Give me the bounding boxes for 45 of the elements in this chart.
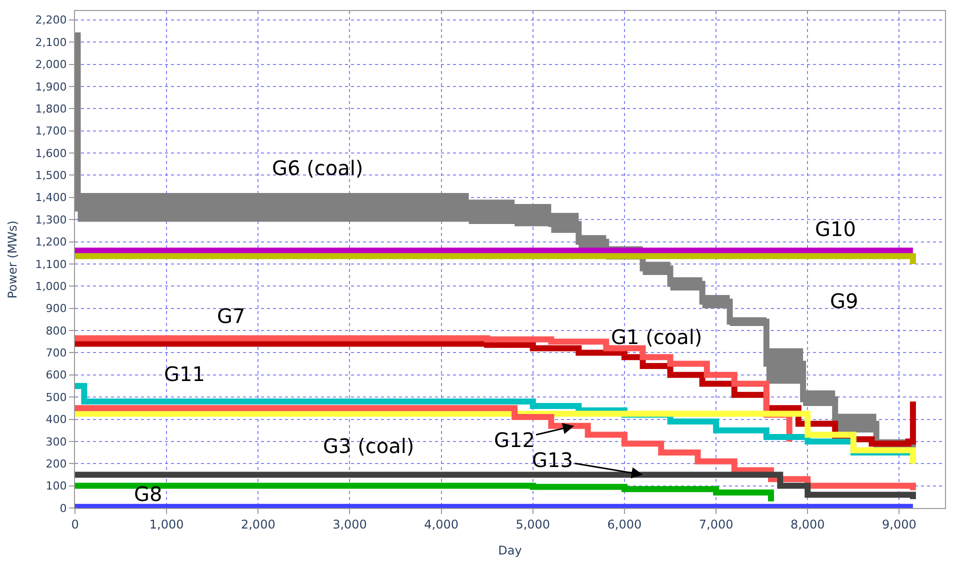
y-tick-label: 1,200 — [35, 236, 67, 249]
y-tick-label: 100 — [46, 480, 67, 493]
y-tick-label: 1,500 — [35, 169, 67, 182]
series-label: G10 — [815, 217, 856, 241]
x-tick-label: 4,000 — [424, 517, 458, 532]
y-tick-label: 1,900 — [35, 80, 67, 94]
y-tick-label: 0 — [60, 502, 67, 515]
y-tick-label: 800 — [46, 324, 67, 338]
series-label: G1 (coal) — [611, 325, 702, 349]
y-tick-label: 1,600 — [35, 146, 67, 160]
x-tick-label: 9,000 — [882, 517, 916, 532]
y-tick-label: 1,400 — [35, 191, 67, 204]
x-axis-title: Day — [498, 543, 522, 558]
x-tick-label: 8,000 — [790, 517, 825, 532]
series-label: G13 — [532, 448, 573, 472]
series-label: G11 — [164, 362, 205, 386]
y-tick-label: 500 — [46, 390, 67, 404]
y-tick-label: 900 — [46, 302, 67, 316]
x-tick-label: 7,000 — [698, 517, 734, 532]
series-label: G9 — [830, 289, 858, 313]
y-tick-label: 2,000 — [35, 58, 67, 72]
x-tick-label: 1,000 — [149, 517, 184, 532]
y-tick-label: 300 — [46, 435, 67, 448]
y-tick-label: 2,100 — [35, 36, 67, 49]
y-axis-title: Power (MWs) — [6, 220, 20, 298]
y-tick-label: 1,800 — [35, 102, 67, 116]
y-tick-label: 2,200 — [35, 14, 67, 27]
series-label: G3 (coal) — [323, 434, 414, 458]
x-tick-label: 0 — [71, 517, 79, 532]
x-tick-label: 2,000 — [240, 517, 276, 532]
y-tick-label: 1,300 — [35, 213, 67, 226]
x-tick-label: 3,000 — [332, 517, 367, 532]
y-tick-label: 1,100 — [35, 258, 67, 271]
series-label: G6 (coal) — [272, 156, 364, 180]
series-label: G7 — [217, 304, 246, 328]
series-label: G8 — [134, 482, 162, 506]
y-tick-label: 600 — [46, 368, 67, 382]
y-tick-label: 1,000 — [35, 280, 67, 293]
y-tick-label: 700 — [46, 346, 67, 360]
series-label: G12 — [494, 428, 535, 452]
y-tick-label: 1,700 — [35, 124, 67, 138]
x-tick-label: 6,000 — [607, 517, 642, 532]
y-tick-label: 200 — [46, 457, 67, 470]
x-tick-label: 5,000 — [516, 517, 550, 532]
y-tick-label: 400 — [46, 413, 67, 426]
